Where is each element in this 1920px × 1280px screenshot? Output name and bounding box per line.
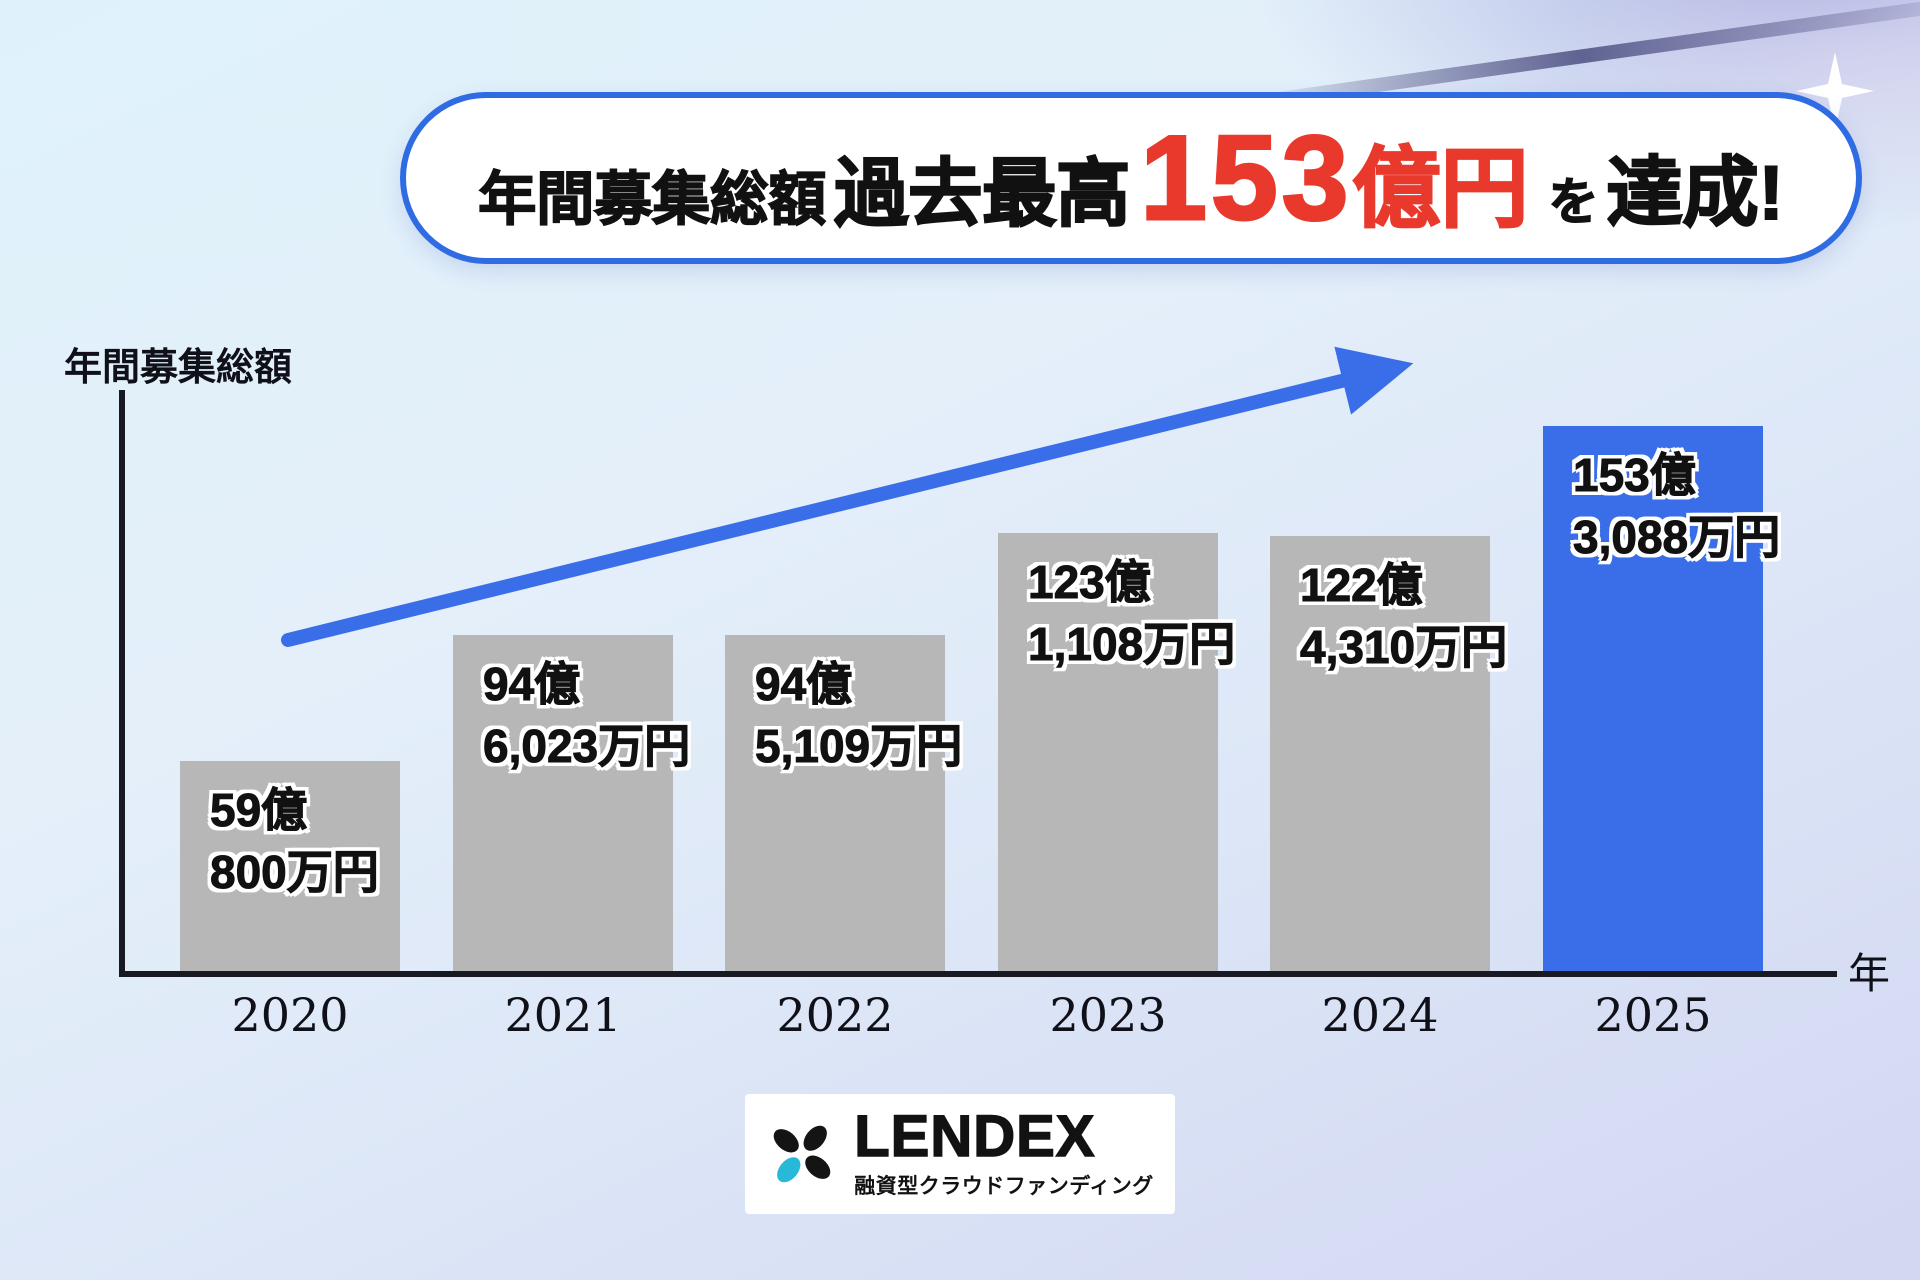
x-axis-ticks: 2020 2021 2022 2023 2024 2025 (0, 988, 1920, 1048)
banner-part3: 達成! (1605, 150, 1784, 237)
title-banner-text: 年間募集総額 過去最高 153 億円 を 達成! (477, 109, 1784, 247)
y-axis-label: 年間募集総額 (64, 344, 293, 389)
bar-value-label-2025: 153億 3,088万円 (1572, 448, 1781, 564)
banner-part2: 過去最高 (833, 151, 1131, 236)
bar-value-label-2024: 122億 4,310万円 (1299, 558, 1508, 674)
x-tick-2021: 2021 (504, 988, 622, 1042)
x-tick-2022: 2022 (776, 988, 894, 1042)
banner-highlight-value: 153 (1139, 110, 1353, 247)
bar-2020: 59億 800万円 (180, 761, 400, 971)
bar-value-label-2020: 59億 800万円 (210, 783, 380, 899)
logo-flower-icon (773, 1125, 831, 1183)
banner-highlight-unit: 億円 (1351, 138, 1529, 239)
bar-2023: 123億 1,108万円 (998, 533, 1236, 971)
x-tick-2024: 2024 (1321, 988, 1439, 1042)
logo-tagline: 融資型クラウドファンディング (854, 1175, 1154, 1198)
banner-part1: 年間募集総額 (477, 166, 827, 233)
x-tick-2023: 2023 (1049, 988, 1167, 1042)
bar-chart: 59億 800万円 94億 6,023万円 94億 5,109万円 123億 1,108万円 1… (0, 351, 1920, 971)
title-banner: 年間募集総額 過去最高 153 億円 を 達成! (400, 92, 1862, 264)
bar-2025: 153億 3,088万円 (1543, 426, 1781, 971)
lendex-logo: LENDEX 融資型クラウドファンディング (745, 1094, 1175, 1214)
x-axis-line (119, 971, 1837, 977)
bar-2022: 94億 5,109万円 (725, 635, 963, 971)
bar-value-label-2022: 94億 5,109万円 (754, 657, 963, 773)
logo-text: LENDEX 融資型クラウドファンディング (853, 1104, 1154, 1200)
bar-value-label-2021: 94億 6,023万円 (482, 657, 691, 773)
logo-wordmark: LENDEX (853, 1104, 1096, 1169)
x-axis-label: 年 (1848, 949, 1891, 998)
banner-particle: を (1548, 173, 1600, 231)
bar-value-label-2023: 123億 1,108万円 (1027, 555, 1236, 671)
bar-2021: 94億 6,023万円 (453, 635, 691, 971)
x-tick-2025: 2025 (1594, 988, 1712, 1042)
y-axis-line (119, 390, 125, 976)
x-tick-2020: 2020 (231, 988, 349, 1042)
bar-2024: 122億 4,310万円 (1270, 536, 1508, 971)
